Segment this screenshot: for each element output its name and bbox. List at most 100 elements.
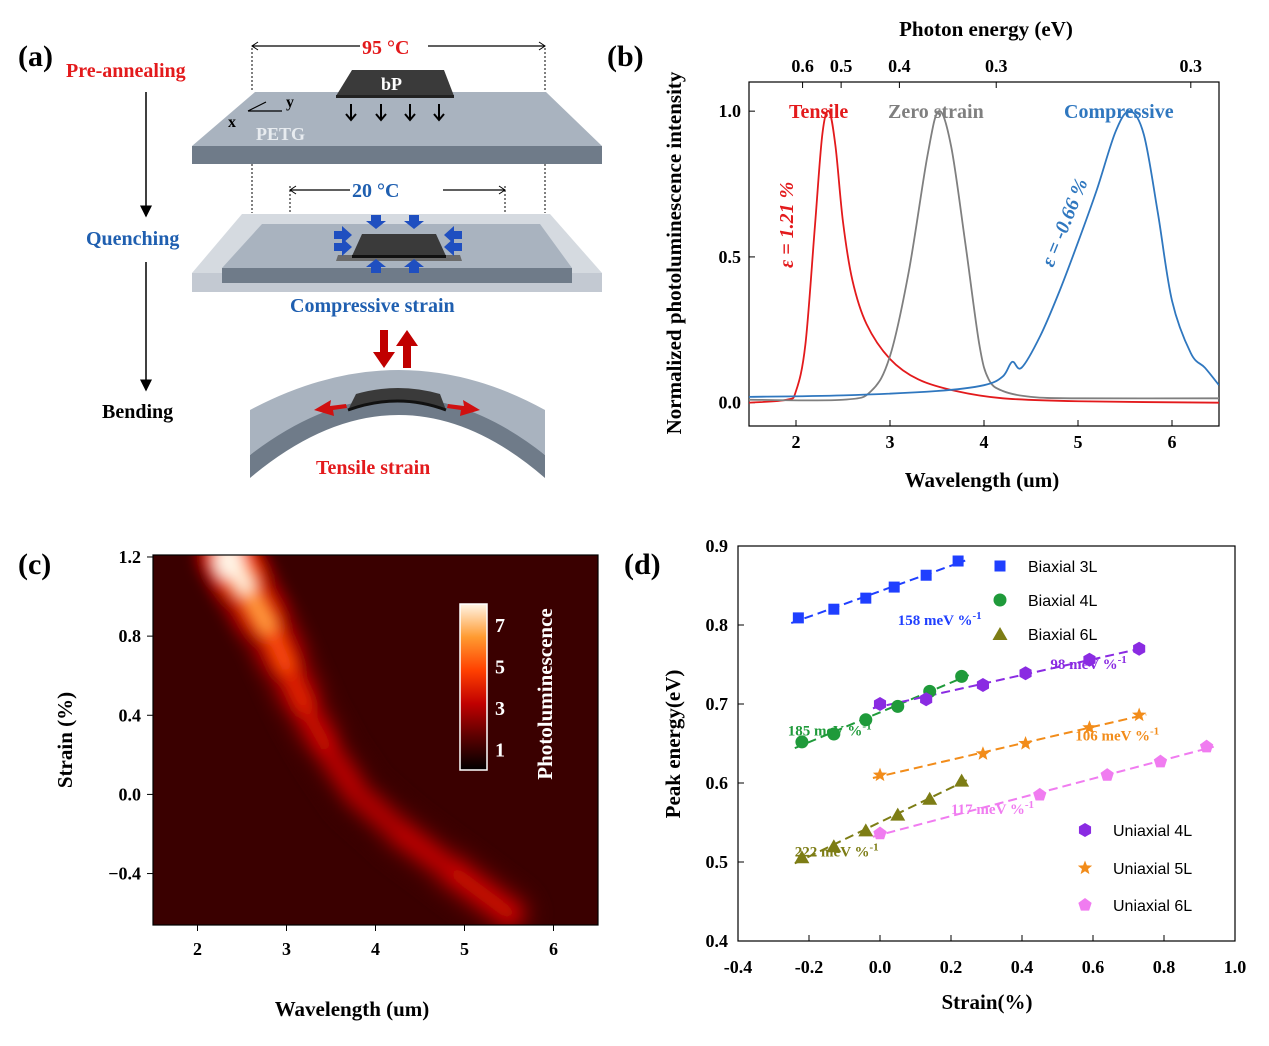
data-point [860, 592, 872, 604]
axis-y-label: y [286, 94, 294, 111]
panel-b-label: (b) [607, 40, 644, 73]
reversible-arrows [373, 330, 418, 368]
heatmap-segment [284, 669, 315, 722]
panel-b-x-axis-label: Wavelength (um) [905, 468, 1060, 492]
heatmap-segment [244, 590, 280, 643]
heatmap-segment [396, 827, 462, 880]
d-x-tick-label: -0.4 [724, 957, 753, 977]
d-x-tick-label: 0.8 [1153, 957, 1176, 977]
legend-marker [992, 627, 1008, 640]
data-point [794, 850, 810, 864]
panel-b-plot-frame [748, 81, 1220, 427]
legend-marker [994, 560, 1006, 572]
panel-d-slope-labels: 158 meV %-1 185 meV %-1 222 meV %-1 98 meV … [788, 610, 1159, 860]
data-point [1132, 707, 1147, 722]
b-x-tick-label: 5 [1074, 432, 1083, 452]
c-y-tick-label: −0.4 [108, 864, 141, 884]
legend-label: Uniaxial 4L [1113, 823, 1192, 840]
legend-label: Uniaxial 5L [1113, 861, 1192, 878]
data-point [859, 713, 873, 727]
data-point [920, 692, 933, 707]
b-x-tick-label: 4 [980, 432, 989, 452]
bp-flake-label: bP [381, 74, 402, 94]
panel-b-y-axis-label: Normalized photoluminescence intensity [662, 71, 686, 434]
d-x-tick-label: 1.0 [1224, 957, 1247, 977]
pl-curve-zero-strain [749, 110, 1219, 402]
compressive-strain-label: Compressive strain [290, 295, 455, 317]
panel-b-x-ticks: 2 3 4 5 6 [792, 420, 1177, 452]
slope-label: 185 meV %-1 [788, 721, 872, 740]
heatmap-peak [214, 555, 243, 579]
heatmap-ridge [196, 555, 541, 925]
panel-c-y-ticks: −0.4 0.0 0.4 0.8 1.2 [108, 547, 153, 884]
legend-marker [1077, 860, 1093, 875]
pre-annealing-label: Pre-annealing [66, 60, 186, 82]
data-point [890, 807, 906, 821]
data-point [955, 669, 969, 683]
d-x-tick-label: 0.4 [1011, 957, 1034, 977]
data-point [952, 555, 964, 567]
data-point [1153, 754, 1168, 768]
data-point [976, 678, 990, 693]
c-x-tick-label: 2 [193, 939, 202, 959]
panel-b-y-ticks: 0.0 0.5 1.0 [719, 101, 755, 413]
data-point [858, 823, 874, 837]
legend-label: Biaxial 4L [1028, 593, 1097, 610]
compressive-blue-arrows [334, 215, 462, 273]
compressive-strain-annotation: ε = -0.66 % [1037, 175, 1092, 269]
data-point [1133, 641, 1146, 656]
panel-d-x-axis-label: Strain(%) [942, 990, 1033, 1014]
data-point [795, 735, 809, 749]
data-point [1033, 787, 1047, 801]
data-point [828, 603, 840, 615]
panel-d-points [792, 555, 1214, 864]
slope-label: 222 meV %-1 [795, 841, 879, 860]
b-x-tick-label: 6 [1168, 432, 1177, 452]
b-x-tick-label: 3 [886, 432, 895, 452]
panel-c-x-ticks: 2 3 4 5 6 [193, 925, 558, 959]
legend-label: Uniaxial 6L [1113, 898, 1192, 915]
colorbar-tick-label: 5 [495, 656, 505, 678]
panel-b-pl-spectra: (b) 2 3 4 5 6 0.0 0.5 1.0 0.6 0.5 0.4 0.3 0.3 Wave… [607, 17, 1220, 492]
data-point [873, 826, 887, 840]
panel-a-label: (a) [18, 40, 53, 73]
panel-d-plot-frame [737, 545, 1236, 942]
b-top-tick-label: 0.6 [791, 56, 814, 76]
panel-d-y-axis-label: Peak energy(eV) [661, 670, 685, 819]
legend-marker [993, 593, 1007, 607]
fit-line [872, 646, 1147, 710]
panel-d-x-ticks: -0.4 -0.2 0.0 0.2 0.4 0.6 0.8 1.0 [724, 935, 1247, 977]
fit-line [794, 674, 970, 750]
panel-c-y-axis-label: Strain (%) [53, 692, 77, 788]
heatmap-segment [351, 788, 409, 840]
b-y-tick-label: 0.0 [719, 393, 742, 413]
slope-label: 106 meV %-1 [1075, 725, 1159, 744]
b-top-tick-label: 0.3 [985, 56, 1008, 76]
c-x-tick-label: 4 [371, 939, 380, 959]
heatmap-segment [449, 867, 515, 920]
c-x-tick-label: 3 [282, 939, 291, 959]
data-point [954, 773, 970, 787]
legend-label: Biaxial 3L [1028, 559, 1097, 576]
slope-label: 98 meV %-1 [1050, 654, 1126, 673]
tensile-strain-label: Tensile strain [316, 457, 430, 479]
tensile-strain-annotation: ε = 1.21 % [776, 182, 798, 268]
panel-d-y-ticks: 0.4 0.5 0.6 0.7 0.8 0.9 [706, 536, 744, 951]
legend-marker [1078, 898, 1092, 911]
b-y-tick-label: 0.5 [719, 247, 742, 267]
data-point [826, 839, 842, 853]
b-x-tick-label: 2 [792, 432, 801, 452]
data-point [922, 791, 938, 805]
d-x-tick-label: 0.2 [940, 957, 963, 977]
pl-curve-tensile [749, 109, 1219, 404]
data-point [975, 746, 991, 760]
cold-substrate: 20 °C Compressive strain [192, 164, 602, 317]
colorbar-tick-label: 3 [495, 698, 505, 720]
panel-d-peak-energy: (d) -0.4 -0.2 0.0 0.2 0.4 0.6 0.8 1.0 0.4 0.5 0.6… [624, 536, 1246, 1014]
legend-tensile: Tensile [789, 101, 848, 123]
colorbar [459, 603, 488, 771]
c-y-tick-label: 0.8 [119, 626, 142, 646]
data-point [827, 727, 841, 741]
colorbar-ticks: 1 3 5 7 [495, 615, 505, 762]
c-x-tick-label: 6 [549, 939, 558, 959]
